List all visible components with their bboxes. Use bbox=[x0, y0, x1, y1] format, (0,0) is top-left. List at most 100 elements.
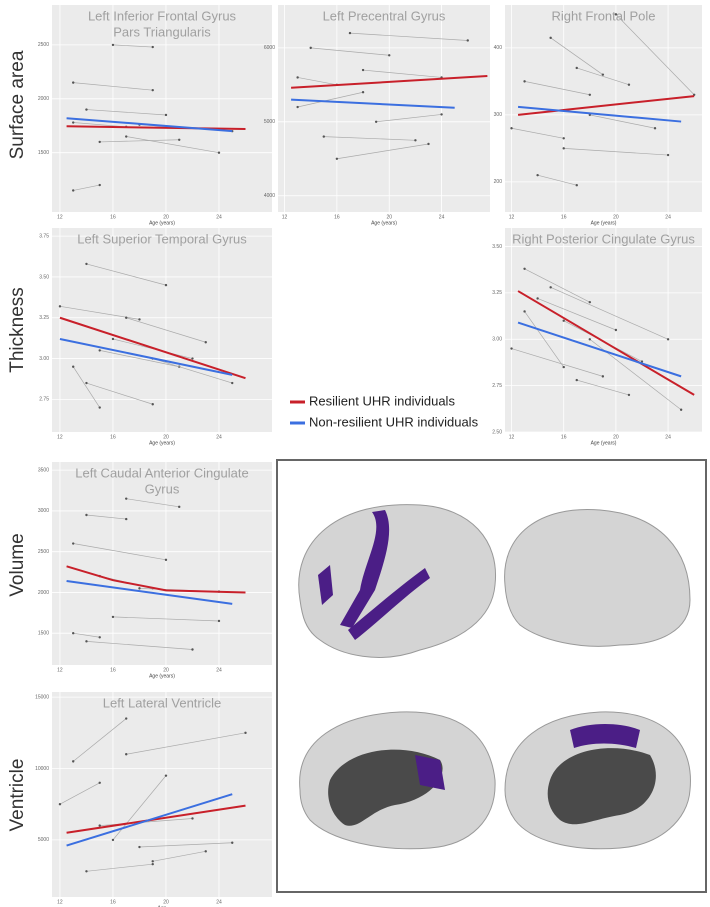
point bbox=[466, 39, 469, 42]
x-axis-label: Age bbox=[158, 905, 167, 907]
brain-inner bbox=[328, 749, 443, 826]
point bbox=[85, 381, 88, 385]
x-tick-label: 24 bbox=[216, 667, 222, 673]
point bbox=[614, 13, 618, 16]
x-tick-label: 16 bbox=[334, 214, 340, 220]
x-axis-label: Age (years) bbox=[149, 440, 175, 446]
x-tick-label: 16 bbox=[110, 214, 116, 220]
point bbox=[510, 347, 513, 350]
x-tick-label: 12 bbox=[57, 434, 63, 440]
point bbox=[536, 173, 539, 177]
point bbox=[72, 121, 75, 124]
row-label: Ventricle bbox=[7, 759, 28, 832]
y-tick-label: 2000 bbox=[38, 96, 49, 102]
point bbox=[204, 341, 207, 344]
fit-line bbox=[59, 337, 233, 376]
x-tick-label: 20 bbox=[613, 214, 619, 220]
trajectory bbox=[73, 543, 167, 561]
x-tick-label: 20 bbox=[386, 214, 392, 220]
trajectory bbox=[524, 268, 590, 303]
point bbox=[427, 142, 430, 146]
trajectory bbox=[550, 37, 604, 75]
point bbox=[72, 189, 75, 192]
trajectory bbox=[139, 842, 233, 848]
trajectory bbox=[511, 348, 603, 377]
point bbox=[296, 76, 299, 79]
x-axis-label: Age (years) bbox=[591, 440, 617, 446]
y-tick-label: 1500 bbox=[38, 150, 49, 156]
point bbox=[361, 68, 365, 72]
x-tick-label: 20 bbox=[163, 899, 169, 905]
trajectory bbox=[86, 263, 167, 286]
chart: 2.50 2.75 3.00 3.25 3.50 12 16 20 24 Age (years) R… bbox=[492, 228, 702, 446]
trajectory bbox=[73, 632, 100, 638]
point bbox=[191, 817, 194, 820]
trajectory bbox=[86, 641, 193, 650]
point bbox=[164, 283, 168, 287]
x-tick-label: 24 bbox=[439, 214, 445, 220]
point bbox=[588, 338, 592, 341]
plot-background bbox=[52, 462, 272, 665]
x-tick-label: 16 bbox=[110, 434, 116, 440]
brain-region bbox=[318, 565, 333, 605]
trajectory bbox=[99, 139, 180, 143]
point bbox=[164, 558, 168, 562]
point bbox=[111, 615, 115, 619]
point bbox=[72, 760, 75, 763]
trajectory bbox=[86, 514, 127, 520]
point bbox=[98, 349, 101, 352]
row-label: Thickness bbox=[7, 287, 28, 373]
chart-title: Left Superior Temporal Gyrus bbox=[77, 231, 247, 246]
point bbox=[335, 157, 339, 160]
x-tick-label: 24 bbox=[216, 434, 222, 440]
plot-background bbox=[278, 5, 490, 212]
x-tick-label: 24 bbox=[216, 899, 222, 905]
trajectory bbox=[524, 311, 564, 368]
x-tick-label: 20 bbox=[163, 667, 169, 673]
chart-title: Right Frontal Pole bbox=[551, 8, 655, 23]
x-tick-label: 12 bbox=[282, 214, 288, 220]
point bbox=[204, 850, 207, 853]
y-tick-label: 200 bbox=[494, 179, 503, 185]
y-tick-label: 3.50 bbox=[39, 274, 49, 280]
point bbox=[309, 46, 312, 50]
point bbox=[348, 31, 352, 35]
fit-line bbox=[66, 125, 246, 130]
y-tick-label: 5000 bbox=[38, 837, 49, 843]
trajectory bbox=[537, 298, 617, 331]
chart-title: Left Precentral Gyrus bbox=[323, 8, 446, 23]
trajectory bbox=[563, 148, 669, 156]
y-tick-label: 2000 bbox=[38, 590, 49, 596]
point bbox=[178, 505, 181, 509]
point bbox=[164, 774, 168, 777]
plot-background bbox=[52, 228, 272, 432]
point bbox=[164, 113, 168, 117]
point bbox=[217, 619, 221, 623]
plot-background bbox=[505, 228, 702, 432]
trajectory bbox=[72, 718, 127, 762]
point bbox=[627, 393, 631, 397]
y-tick-label: 300 bbox=[494, 112, 503, 118]
point bbox=[72, 632, 75, 635]
point bbox=[440, 113, 443, 116]
point bbox=[536, 297, 539, 300]
trajectory bbox=[86, 109, 166, 116]
x-tick-label: 16 bbox=[110, 899, 116, 905]
fit-line bbox=[517, 290, 695, 396]
trajectory bbox=[86, 382, 153, 405]
trajectory bbox=[112, 616, 220, 622]
x-tick-label: 20 bbox=[613, 434, 619, 440]
point bbox=[151, 862, 154, 866]
point bbox=[322, 135, 326, 138]
y-tick-label: 2500 bbox=[38, 549, 49, 555]
fit-line bbox=[66, 793, 233, 847]
point bbox=[244, 731, 247, 735]
point bbox=[125, 517, 128, 521]
brain-lateral-right bbox=[504, 508, 691, 647]
trajectory bbox=[615, 14, 695, 96]
point bbox=[125, 753, 128, 756]
legend-label: Non-resilient UHR individuals bbox=[309, 414, 479, 429]
trajectory bbox=[126, 317, 206, 343]
y-tick-label: 400 bbox=[494, 45, 503, 51]
